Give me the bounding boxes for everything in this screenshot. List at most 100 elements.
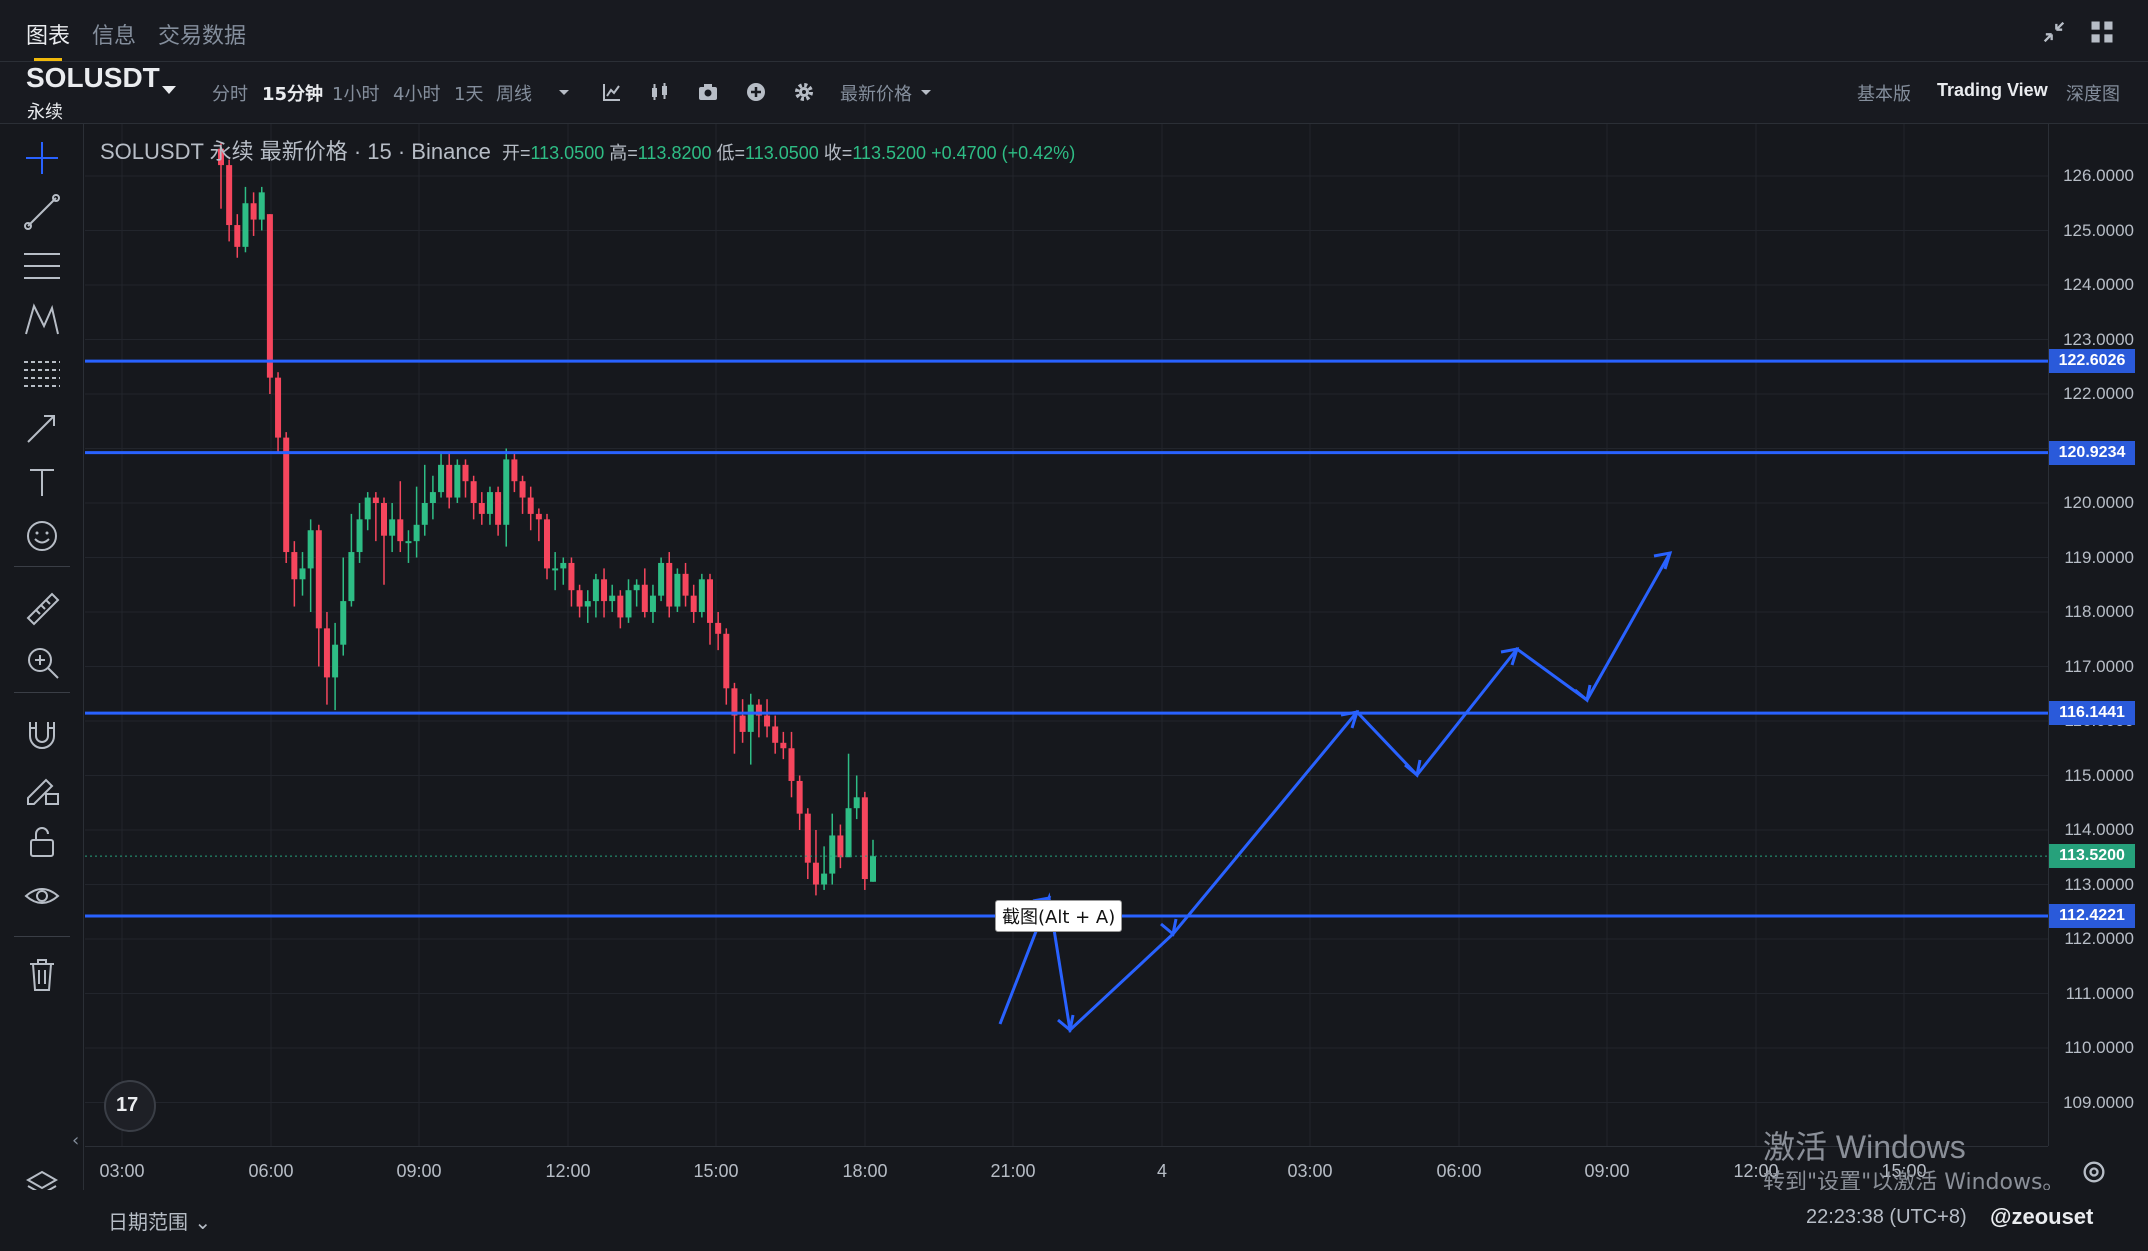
candle-body [299,568,306,580]
view-basic[interactable]: 基本版 [1857,84,1911,104]
pencil-lock-icon[interactable] [22,768,62,808]
crosshair-icon[interactable] [22,138,62,178]
contract-type: 永续 [27,102,63,123]
interval-4h[interactable]: 4小时 [393,84,441,105]
tab-chart[interactable]: 图表 [26,24,71,49]
candle-body [853,797,860,809]
chart-legend: SOLUSDT 永续 最新价格 · 15 · Binance 开=113.050… [100,134,1075,166]
interval-1w[interactable]: 周线 [496,84,532,105]
time-tick: 09:00 [396,1161,442,1181]
interval-15m[interactable]: 15分钟 [262,84,324,105]
price-tick: 122.0000 [2063,384,2134,403]
fib-icon[interactable] [22,354,62,394]
indicators-icon[interactable] [600,80,624,104]
time-tick: 09:00 [1584,1161,1630,1181]
candlestick-chart[interactable] [85,124,2048,1146]
trash-icon[interactable] [22,954,62,994]
view-depth[interactable]: 深度图 [2066,84,2120,104]
candle-body [772,726,779,743]
tab-info[interactable]: 信息 [92,24,137,49]
tab-trading-data[interactable]: 交易数据 [158,24,247,49]
trend-line-icon[interactable] [22,192,62,232]
candle-type-icon[interactable] [648,80,672,104]
zoom-icon[interactable] [22,642,62,682]
view-tradingview[interactable]: Trading View [1937,80,2048,100]
horizontal-lines-icon[interactable] [22,246,62,286]
candle-body [446,464,453,498]
arrow-tool-icon[interactable] [22,408,62,448]
pattern-icon[interactable] [22,300,62,340]
chart-area[interactable]: SOLUSDT 永续 最新价格 · 15 · Binance 开=113.050… [85,124,2048,1146]
candle-body [658,562,665,596]
time-tick: 15:00 [693,1161,739,1181]
interval-1d[interactable]: 1天 [454,84,484,105]
watermark: @zeouset [1990,1204,2094,1229]
candle-body [234,225,241,247]
settings-icon[interactable] [792,80,816,104]
chart-settings-icon[interactable] [2080,1158,2108,1186]
interval-1h[interactable]: 1小时 [332,84,380,105]
collapse-icon[interactable] [2040,18,2068,46]
arrowhead [1404,759,1422,778]
candle-body [348,552,355,602]
symbol-dropdown-icon[interactable] [162,86,176,94]
camera-icon[interactable] [696,80,720,104]
interval-tick[interactable]: 分时 [212,84,248,105]
candle-body [552,568,559,571]
price-tick: 109.0000 [2063,1092,2134,1112]
sidebar-divider [14,936,70,937]
candle-body [511,459,518,482]
candle-body [405,541,412,544]
text-tool-icon[interactable] [22,462,62,502]
price-tick: 118.0000 [2064,602,2134,621]
symbol-name[interactable]: SOLUSDT [26,62,160,93]
candle-body [796,780,803,814]
line-price-tag: 116.1441 [2049,701,2135,726]
candle-body [707,579,713,623]
ruler-icon[interactable] [22,588,62,628]
layout-grid-icon[interactable] [2088,18,2116,46]
candle-body [723,633,730,689]
candle-body [544,519,550,569]
candle-body [495,492,502,525]
candle-body [275,377,282,438]
candle-body [478,503,485,514]
eye-icon[interactable] [22,876,62,916]
price-type-select[interactable]: 最新价格 [840,84,912,105]
candle-body [633,584,640,591]
candle-body [625,590,632,618]
candle-body [861,797,868,880]
candle-body [601,579,608,602]
emoji-icon[interactable] [22,516,62,556]
screenshot-tooltip: 截图(Alt + A) [995,900,1123,932]
collapse-sidebar-icon[interactable]: ‹ [72,1130,80,1151]
candle-body [715,622,722,634]
candle-body [821,873,828,885]
candle-body [356,519,363,553]
arrowhead [1653,551,1673,570]
candle-body [649,595,656,612]
price-tick: 113.0000 [2064,874,2134,894]
lock-icon[interactable] [22,822,62,862]
candle-body [323,628,330,678]
candle-body [470,481,477,503]
price-tick: 126.0000 [2063,166,2134,185]
more-intervals-icon[interactable] [552,80,576,104]
candle-body [462,464,469,482]
candle-body [666,562,673,607]
time-tick: 21:00 [990,1161,1036,1181]
magnet-icon[interactable] [22,714,62,754]
candle-body [266,214,273,378]
candle-body [560,562,567,569]
candle-body [397,519,404,542]
candle-body [845,808,852,858]
candle-body [429,492,436,503]
add-indicator-icon[interactable] [744,80,768,104]
price-axis[interactable]: 126.0000 125.0000 124.0000 123.0000 122.0000… [2048,124,2148,1146]
candle-body [503,459,510,525]
price-type-dropdown-icon[interactable] [914,80,938,104]
candle-body [413,524,420,542]
date-range-button[interactable]: 日期范围 ⌄ [108,1210,212,1234]
drawing-tools-sidebar [0,124,84,1251]
time-axis[interactable]: 03:00 06:00 09:00 12:00 15:00 18:00 21:00 4 03:0… [85,1146,2048,1190]
